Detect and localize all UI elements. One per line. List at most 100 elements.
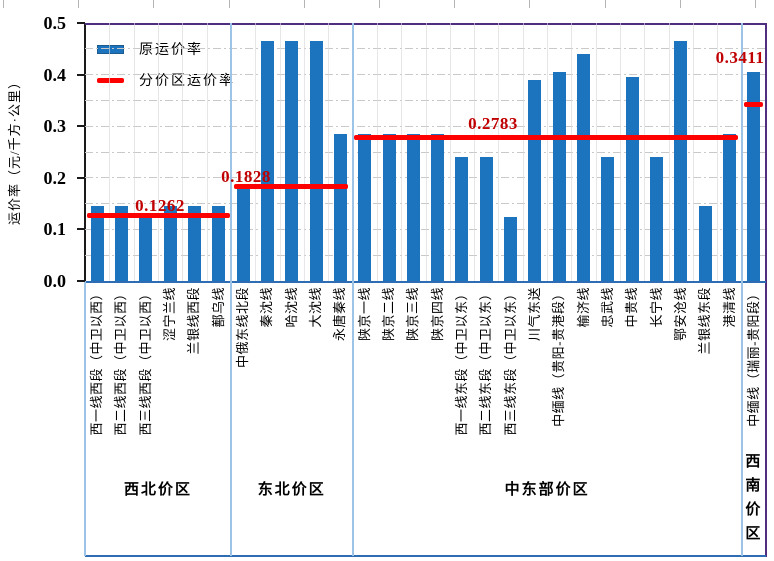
y-axis-tick-label: 0.2 bbox=[43, 167, 67, 188]
y-axis-tick-label: 0.5 bbox=[43, 13, 67, 33]
top-ruler-tick bbox=[228, 0, 230, 8]
bar bbox=[309, 41, 323, 281]
bar bbox=[406, 133, 420, 281]
line-swatch-icon bbox=[97, 77, 124, 83]
gridline-vertical bbox=[474, 23, 476, 281]
price-zone-divider bbox=[229, 23, 232, 556]
price-zone-label: 西北价区 bbox=[123, 482, 192, 498]
price-zone-label: 东北价区 bbox=[257, 482, 326, 498]
top-ruler-tick bbox=[3, 0, 4, 8]
zone-rate-line bbox=[87, 213, 230, 219]
category-label: 长宁线 bbox=[648, 287, 664, 328]
gridline-vertical bbox=[182, 23, 184, 281]
gridline-vertical bbox=[547, 23, 549, 281]
gridline-vertical bbox=[328, 23, 330, 281]
y-axis-tick bbox=[77, 176, 85, 179]
category-label: 中缅线（贵阳-贵港段） bbox=[551, 287, 567, 427]
bar bbox=[212, 206, 226, 281]
category-label: 鄂安沧线 bbox=[672, 287, 688, 342]
category-label: 鄯乌线 bbox=[210, 287, 226, 328]
bar bbox=[625, 77, 639, 281]
bar bbox=[504, 217, 518, 281]
category-label: 陕京四线 bbox=[429, 287, 445, 342]
bar bbox=[698, 206, 712, 281]
y-axis-tick bbox=[77, 73, 85, 76]
top-ruler-tick bbox=[78, 0, 80, 8]
y-axis-tick bbox=[77, 228, 85, 231]
category-label: 忠武线 bbox=[599, 287, 615, 328]
bar bbox=[236, 186, 250, 281]
gridline-vertical bbox=[498, 23, 500, 281]
price-zone-divider bbox=[740, 23, 743, 556]
price-zone-label: 中东部价区 bbox=[504, 482, 590, 498]
gridline-vertical bbox=[595, 23, 597, 281]
top-ruler-tick bbox=[679, 0, 681, 8]
gridline-vertical bbox=[668, 23, 670, 281]
gridline-vertical bbox=[693, 23, 695, 281]
category-label: 兰银线东段 bbox=[697, 287, 713, 355]
category-label: 永唐秦线 bbox=[332, 287, 348, 342]
y-axis-tick-label: 0.0 bbox=[43, 271, 67, 291]
category-label: 陕京三线 bbox=[405, 287, 421, 342]
legend-item-zone-rate: 分价区运价率 bbox=[97, 71, 235, 89]
bar bbox=[552, 72, 566, 281]
category-area-left-border bbox=[84, 281, 86, 556]
category-label: 中缅线（瑞丽-贵阳段） bbox=[745, 287, 761, 427]
category-label: 港清线 bbox=[721, 287, 737, 328]
bar bbox=[90, 206, 104, 281]
zone-rate-annotation: 0.3411 bbox=[715, 48, 765, 67]
legend: 原运价率 分价区运价率 bbox=[97, 40, 235, 102]
bar bbox=[285, 41, 299, 281]
top-ruler-tick bbox=[529, 0, 531, 8]
top-ruler-tick bbox=[454, 0, 456, 8]
zone-rate-annotation: 0.2783 bbox=[468, 114, 518, 133]
zone-rate-line bbox=[744, 102, 763, 108]
plot-border-right bbox=[765, 23, 767, 557]
category-label: 陕京二线 bbox=[381, 287, 397, 342]
x-axis-line bbox=[85, 281, 766, 283]
y-axis-tick bbox=[77, 22, 85, 24]
bar bbox=[187, 206, 201, 281]
legend-label-zone-rate: 分价区运价率 bbox=[139, 74, 235, 89]
bar bbox=[358, 133, 372, 281]
zone-rate-line bbox=[354, 134, 738, 140]
category-area-bottom-border bbox=[85, 555, 766, 557]
zone-rate-annotation: 0.1262 bbox=[135, 196, 185, 215]
y-axis-tick bbox=[77, 125, 85, 128]
gridline-vertical bbox=[644, 23, 646, 281]
legend-label-original-rate: 原运价率 bbox=[139, 43, 203, 58]
gridline-vertical bbox=[109, 23, 111, 281]
category-label: 西三线西段（中卫以西） bbox=[137, 287, 153, 436]
category-label: 中贵线 bbox=[624, 287, 640, 328]
y-axis-tick bbox=[77, 280, 85, 282]
gridline-vertical bbox=[401, 23, 403, 281]
gridline-vertical bbox=[449, 23, 451, 281]
gridline-vertical bbox=[133, 23, 135, 281]
bar bbox=[260, 41, 274, 281]
bar bbox=[333, 133, 347, 281]
y-axis-tick-label: 0.3 bbox=[43, 116, 67, 137]
category-label: 西二线东段（中卫以东） bbox=[478, 287, 494, 436]
bar bbox=[455, 157, 469, 281]
category-label: 中俄东线北段 bbox=[235, 287, 251, 369]
top-ruler-tick bbox=[379, 0, 380, 8]
bar bbox=[601, 157, 615, 281]
gridline-vertical bbox=[522, 23, 524, 281]
category-label: 陕京一线 bbox=[356, 287, 372, 342]
bar bbox=[747, 72, 761, 281]
price-zone-label: 西南价区 bbox=[745, 454, 761, 542]
bar bbox=[479, 157, 493, 281]
bar bbox=[577, 53, 591, 281]
bar bbox=[650, 157, 664, 281]
zone-rate-annotation: 0.1828 bbox=[221, 167, 271, 186]
gridline-vertical bbox=[376, 23, 378, 281]
bar bbox=[528, 79, 542, 281]
bar bbox=[431, 133, 445, 281]
category-label: 川气东送 bbox=[526, 287, 542, 342]
category-label: 西一线东段（中卫以东） bbox=[453, 287, 469, 436]
zone-rate-line bbox=[234, 184, 348, 190]
category-label: 大沈线 bbox=[308, 287, 324, 328]
bar bbox=[139, 215, 153, 281]
gridline-vertical bbox=[157, 23, 159, 281]
